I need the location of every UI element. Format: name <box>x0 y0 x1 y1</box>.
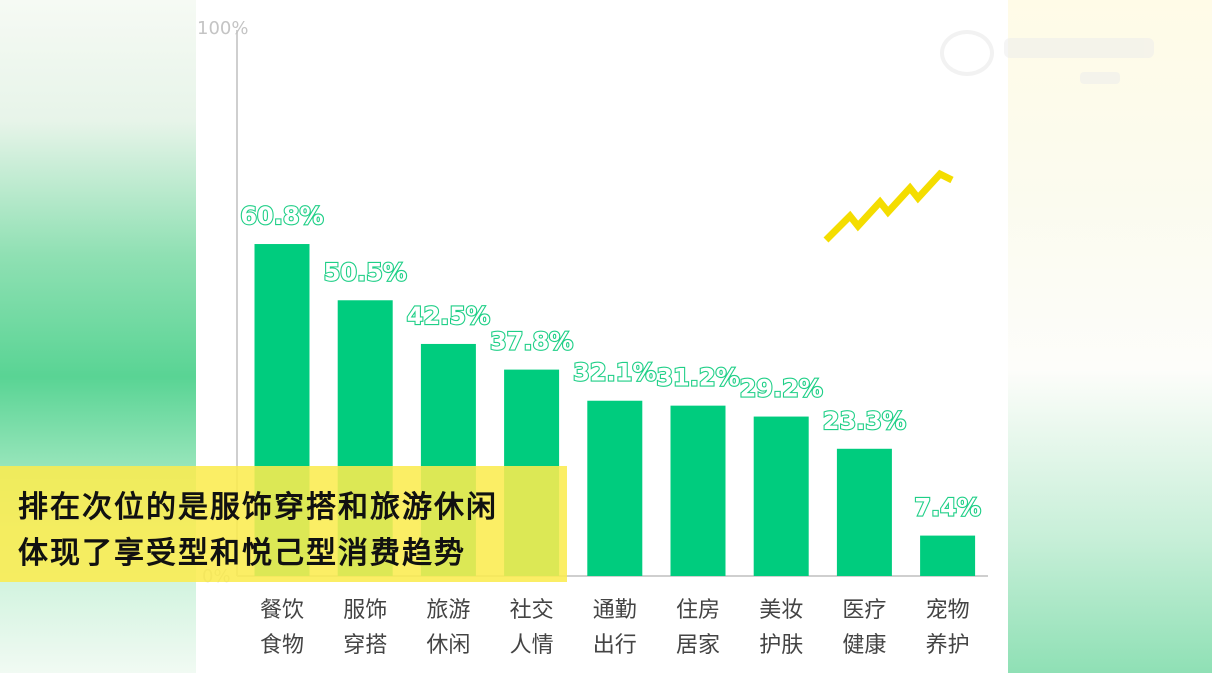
watermark-logo <box>940 28 1180 98</box>
subtitle-caption: 排在次位的是服饰穿搭和旅游休闲 体现了享受型和悦己型消费趋势 <box>0 466 567 582</box>
x-tick-label: 服饰 <box>343 598 387 623</box>
x-tick-label: 护肤 <box>759 633 803 658</box>
bar <box>836 448 892 576</box>
x-tick-label: 居家 <box>676 633 720 658</box>
y-tick-label-top: 100% <box>197 18 248 39</box>
zigzag-decoration <box>823 169 954 243</box>
x-tick-label: 出行 <box>593 633 637 658</box>
data-label: 37.8% <box>490 328 573 356</box>
caption-line-2: 体现了享受型和悦己型消费趋势 <box>18 536 466 571</box>
data-label: 31.2% <box>656 364 739 392</box>
data-label: 50.5% <box>324 258 407 286</box>
x-tick-label: 住房 <box>676 598 720 623</box>
x-tick-label: 食物 <box>260 633 304 658</box>
data-label: 7.4% <box>914 494 981 522</box>
x-tick-label: 人情 <box>510 633 554 658</box>
x-tick-label: 宠物 <box>926 598 970 623</box>
data-label: 42.5% <box>407 302 490 330</box>
x-tick-label: 穿搭 <box>343 633 387 658</box>
x-tick-label: 旅游 <box>426 598 470 623</box>
watermark-icon <box>940 30 994 76</box>
data-label: 60.8% <box>240 202 323 230</box>
x-tick-label: 餐饮 <box>260 598 304 623</box>
data-label: 23.3% <box>823 407 906 435</box>
caption-line-1: 排在次位的是服饰穿搭和旅游休闲 <box>18 490 498 525</box>
bar <box>670 405 726 576</box>
data-label: 29.2% <box>740 375 823 403</box>
bar <box>920 535 976 576</box>
data-label: 32.1% <box>573 359 656 387</box>
right-blur-background <box>1008 0 1212 673</box>
x-tick-label: 养护 <box>926 633 970 658</box>
x-tick-label: 美妆 <box>759 598 803 623</box>
x-tick-label: 休闲 <box>426 633 470 658</box>
x-tick-label: 医疗 <box>842 598 886 623</box>
x-tick-label: 社交 <box>510 598 554 623</box>
x-tick-label: 健康 <box>842 633 886 658</box>
x-tick-label: 通勤 <box>593 598 637 623</box>
bar <box>753 416 809 576</box>
bar <box>587 400 643 576</box>
